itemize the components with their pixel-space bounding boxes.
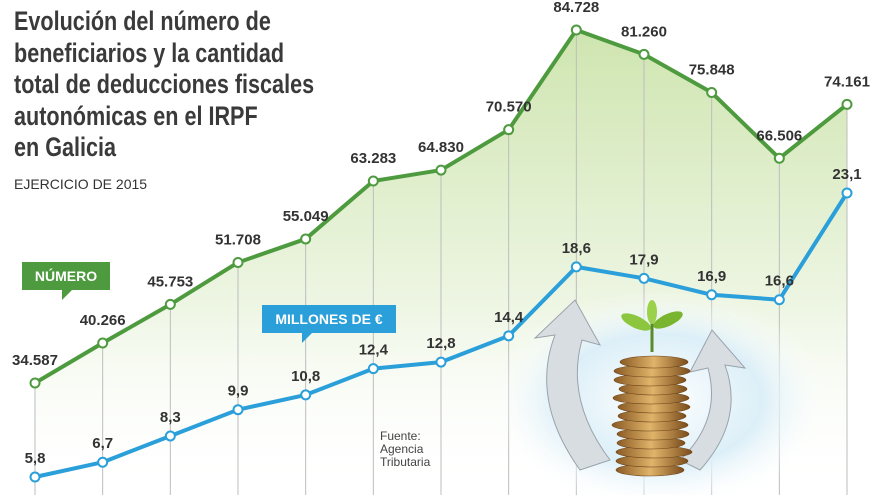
value-label: 63.283 [350, 150, 396, 167]
point [706, 289, 718, 301]
value-label: 14,4 [494, 309, 524, 326]
value-label: 66.506 [756, 127, 802, 144]
value-label: 81.260 [621, 23, 667, 40]
value-label: 8,3 [160, 409, 181, 426]
point [97, 456, 109, 468]
point [638, 48, 650, 60]
point [164, 298, 176, 310]
legend-box [22, 262, 110, 300]
point [570, 24, 582, 36]
point [300, 389, 312, 401]
arrow-left [533, 299, 611, 471]
value-label: 70.570 [486, 99, 532, 116]
value-label: 23,1 [832, 166, 861, 183]
legend-box [262, 305, 396, 343]
point [300, 233, 312, 245]
coin-stack [611, 355, 693, 477]
chart-subtitle: EJERCICIO DE 2015 [14, 176, 148, 192]
value-label: 5,8 [25, 450, 46, 467]
point [367, 175, 379, 187]
value-label: 16,9 [697, 268, 726, 285]
value-label: 51.708 [215, 231, 261, 248]
value-label: 55.049 [283, 208, 329, 225]
line-layer: 34.587 40.266 45.753 51.708 55.049 63.283 64.8… [12, 0, 870, 483]
source-note: Fuente: Agencia Tributaria [380, 429, 431, 469]
leaf [621, 313, 651, 331]
value-label: 40.266 [80, 312, 126, 329]
legend-label: NÚMERO [35, 267, 97, 284]
point [435, 164, 447, 176]
coin [619, 355, 689, 369]
value-label: 34.587 [12, 352, 58, 369]
point [503, 330, 515, 342]
point [503, 124, 515, 136]
value-label: 12,4 [359, 342, 389, 359]
value-label: 84.728 [553, 0, 599, 16]
value-label: 6,7 [92, 435, 113, 452]
point [841, 98, 853, 110]
point [773, 152, 785, 164]
value-label: 74.161 [824, 73, 870, 90]
value-label: 18,6 [562, 240, 591, 257]
point [29, 377, 41, 389]
point [638, 272, 650, 284]
point [29, 471, 41, 483]
value-label: 10,8 [291, 368, 320, 385]
illustration [490, 290, 830, 495]
point [706, 87, 718, 99]
point [570, 261, 582, 273]
value-label: 45.753 [147, 273, 193, 290]
point [773, 294, 785, 306]
chart-title: Evolución del número de beneficiarios y … [14, 6, 315, 162]
leaf [647, 300, 657, 324]
legend-label: MILLONES DE € [275, 311, 383, 327]
value-label: 64.830 [418, 139, 464, 156]
point [367, 363, 379, 375]
value-label: 16,6 [765, 273, 794, 290]
point [232, 256, 244, 268]
arrow-right [679, 329, 747, 471]
point [435, 356, 447, 368]
leaf [653, 311, 683, 329]
value-label: 12,8 [426, 335, 455, 352]
point [232, 404, 244, 416]
value-label: 17,9 [629, 251, 658, 268]
value-label: 9,9 [228, 383, 249, 400]
point [841, 187, 853, 199]
point [97, 337, 109, 349]
value-label: 75.848 [689, 62, 735, 79]
point [164, 430, 176, 442]
legend-layer: NÚMERO MILLONES DE € [22, 262, 396, 343]
